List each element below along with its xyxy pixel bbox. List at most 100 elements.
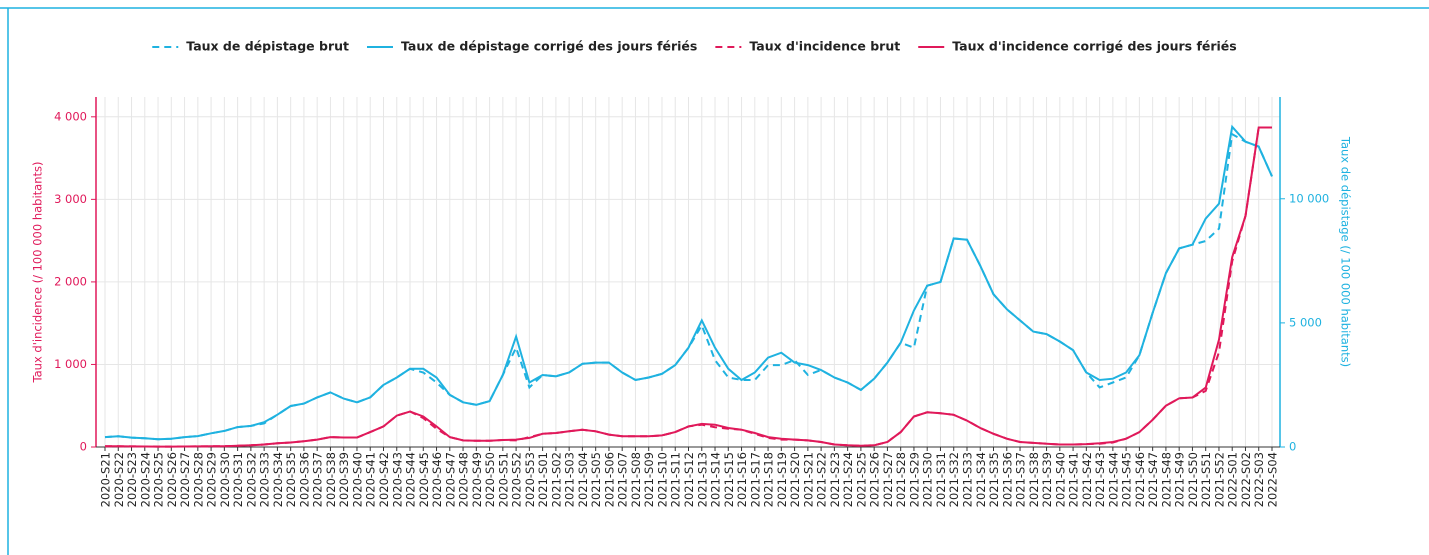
x-tick-label: 2021-S19 bbox=[775, 452, 789, 507]
x-tick-label: 2020-S37 bbox=[311, 452, 325, 507]
x-tick-label: 2021-S27 bbox=[881, 452, 895, 507]
x-tick-label: 2021-S10 bbox=[655, 452, 669, 507]
legend-label: Taux d'incidence brut bbox=[749, 39, 900, 54]
x-tick-label: 2020-S27 bbox=[178, 452, 192, 507]
x-tick-label: 2021-S25 bbox=[854, 452, 868, 507]
x-tick-label: 2020-S39 bbox=[337, 452, 351, 507]
legend-label: Taux de dépistage corrigé des jours féri… bbox=[401, 39, 697, 54]
x-tick-label: 2021-S50 bbox=[1186, 452, 1200, 507]
x-tick-label: 2020-S30 bbox=[218, 452, 232, 507]
y2-tick-label: 10 000 bbox=[1289, 191, 1329, 205]
y-tick-label: 2 000 bbox=[54, 274, 87, 288]
x-tick-label: 2021-S12 bbox=[682, 452, 696, 507]
x-tick-label: 2020-S48 bbox=[457, 452, 471, 507]
x-tick-label: 2020-S51 bbox=[496, 452, 510, 507]
x-tick-label: 2021-S01 bbox=[536, 452, 550, 507]
x-tick-label: 2021-S23 bbox=[828, 452, 842, 507]
x-tick-label: 2021-S38 bbox=[1027, 452, 1041, 507]
x-tick-label: 2020-S33 bbox=[258, 452, 272, 507]
x-tick-label: 2021-S36 bbox=[1000, 452, 1014, 507]
x-tick-label: 2020-S52 bbox=[510, 452, 524, 507]
x-tick-label: 2021-S48 bbox=[1159, 452, 1173, 507]
y2-tick-label: 5 000 bbox=[1289, 315, 1322, 329]
x-tick-label: 2021-S08 bbox=[629, 452, 643, 507]
x-tick-label: 2020-S34 bbox=[271, 452, 285, 507]
x-tick-label: 2021-S14 bbox=[709, 452, 723, 507]
x-tick-label: 2020-S45 bbox=[417, 452, 431, 507]
x-tick-label: 2020-S49 bbox=[470, 452, 484, 507]
x-tick-label: 2021-S20 bbox=[788, 452, 802, 507]
x-tick-label: 2021-S51 bbox=[1199, 452, 1213, 507]
x-tick-label: 2021-S45 bbox=[1120, 452, 1134, 507]
x-tick-label: 2020-S53 bbox=[523, 452, 537, 507]
x-tick-label: 2020-S40 bbox=[350, 452, 364, 507]
x-tick-label: 2021-S32 bbox=[947, 452, 961, 507]
x-tick-label: 2021-S40 bbox=[1053, 452, 1067, 507]
x-tick-label: 2020-S26 bbox=[165, 452, 179, 507]
x-tick-label: 2021-S07 bbox=[616, 452, 630, 507]
x-tick-label: 2020-S29 bbox=[205, 452, 219, 507]
x-tick-label: 2021-S24 bbox=[841, 452, 855, 507]
y2-tick-label: 0 bbox=[1289, 440, 1296, 454]
x-tick-label: 2021-S05 bbox=[589, 452, 603, 507]
y-tick-label: 0 bbox=[80, 440, 87, 454]
y-tick-label: 3 000 bbox=[54, 192, 87, 206]
x-tick-label: 2020-S44 bbox=[404, 452, 418, 507]
x-tick-label: 2021-S04 bbox=[576, 452, 590, 507]
legend: Taux de dépistage brut Taux de dépistage … bbox=[152, 39, 1237, 54]
x-tick-label: 2021-S31 bbox=[934, 452, 948, 507]
x-tick-label: 2021-S52 bbox=[1212, 452, 1226, 507]
x-tick-label: 2021-S43 bbox=[1093, 452, 1107, 507]
x-tick-label: 2020-S36 bbox=[297, 452, 311, 507]
x-tick-label: 2020-S41 bbox=[364, 452, 378, 507]
legend-label: Taux d'incidence corrigé des jours férié… bbox=[952, 39, 1237, 54]
x-tick-label: 2021-S29 bbox=[907, 452, 921, 507]
x-tick-label: 2022-S04 bbox=[1266, 452, 1280, 507]
x-tick-label: 2022-S03 bbox=[1252, 452, 1266, 507]
x-tick-label: 2021-S26 bbox=[868, 452, 882, 507]
x-tick-label: 2021-S46 bbox=[1133, 452, 1147, 507]
x-tick-label: 2021-S18 bbox=[762, 452, 776, 507]
series-line bbox=[104, 126, 1272, 448]
x-tick-label: 2021-S16 bbox=[735, 452, 749, 507]
x-tick-label: 2020-S35 bbox=[284, 452, 298, 507]
x-tick-label: 2020-S43 bbox=[390, 452, 404, 507]
x-tick-label: 2020-S42 bbox=[377, 452, 391, 507]
x-tick-label: 2020-S50 bbox=[483, 452, 497, 507]
x-tick-label: 2021-S22 bbox=[815, 452, 829, 507]
x-tick-label: 2021-S37 bbox=[1014, 452, 1028, 507]
x-tick-label: 2022-S01 bbox=[1226, 452, 1240, 507]
x-tick-label: 2021-S15 bbox=[722, 452, 736, 507]
x-tick-label: 2021-S47 bbox=[1146, 452, 1160, 507]
y-axis-label: Taux d'incidence (/ 100 000 habitants) bbox=[31, 162, 45, 384]
x-tick-label: 2020-S23 bbox=[125, 452, 139, 507]
x-tick-label: 2020-S46 bbox=[430, 452, 444, 507]
x-tick-label: 2021-S21 bbox=[801, 452, 815, 507]
x-tick-label: 2021-S30 bbox=[921, 452, 935, 507]
x-tick-label: 2020-S22 bbox=[112, 452, 126, 507]
x-tick-label: 2021-S49 bbox=[1173, 452, 1187, 507]
x-tick-label: 2020-S47 bbox=[443, 452, 457, 507]
x-tick-label: 2021-S06 bbox=[602, 452, 616, 507]
x-tick-label: 2021-S13 bbox=[695, 452, 709, 507]
x-tick-label: 2020-S38 bbox=[324, 452, 338, 507]
y-tick-label: 4 000 bbox=[54, 109, 87, 123]
x-tick-label: 2021-S33 bbox=[960, 452, 974, 507]
legend-label: Taux de dépistage brut bbox=[186, 39, 349, 54]
x-tick-label: 2020-S25 bbox=[152, 452, 166, 507]
x-tick-label: 2021-S09 bbox=[642, 452, 656, 507]
x-tick-label: 2021-S34 bbox=[974, 452, 988, 507]
x-tick-label: 2021-S35 bbox=[987, 452, 1001, 507]
x-tick-label: 2021-S11 bbox=[669, 452, 683, 507]
x-tick-label: 2020-S24 bbox=[138, 452, 152, 507]
y-tick-label: 1 000 bbox=[54, 357, 87, 371]
y2-axis-label: Taux de dépistage (/ 100 000 habitants) bbox=[1339, 136, 1353, 367]
series-line bbox=[104, 124, 1273, 441]
x-tick-label: 2022-S02 bbox=[1239, 452, 1253, 507]
x-tick-label: 2021-S17 bbox=[748, 452, 762, 507]
x-tick-label: 2020-S28 bbox=[191, 452, 205, 507]
x-tick-label: 2020-S21 bbox=[99, 452, 113, 507]
x-tick-label: 2021-S41 bbox=[1067, 452, 1081, 507]
x-tick-label: 2021-S39 bbox=[1040, 452, 1054, 507]
